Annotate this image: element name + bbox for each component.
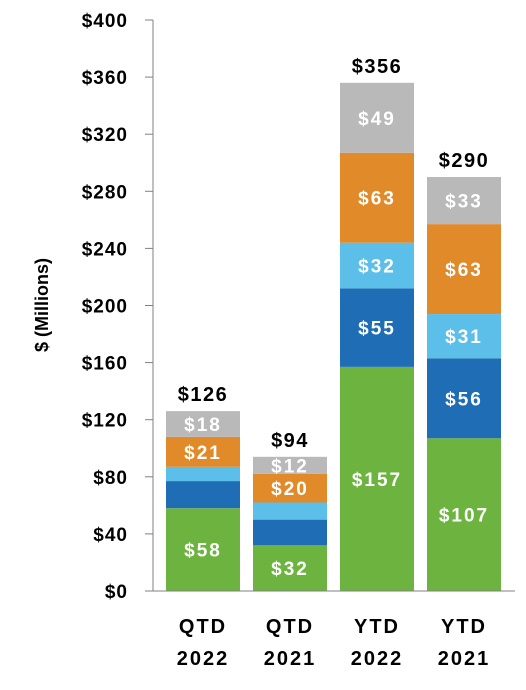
segment-value-label: $58 [184, 541, 222, 562]
x-axis: QTD 2022 QTD 2021 YTD 2022 YTD 2021 [153, 590, 515, 670]
segment-value-label: $33 [445, 192, 483, 213]
bar-segment [166, 411, 240, 437]
bar-segment [166, 481, 240, 509]
y-tick-label: $200 [82, 297, 128, 318]
y-tick-label: $40 [93, 525, 128, 546]
y-tick-label: $160 [82, 354, 128, 375]
segment-value-label: $32 [358, 257, 396, 278]
bar-segment [166, 508, 240, 591]
x-category-label-line1: YTD [354, 616, 400, 638]
bar-segment [427, 438, 501, 591]
segment-value-label: $63 [358, 189, 396, 210]
x-category-label-line1: YTD [441, 616, 487, 638]
segment-value-label: $20 [271, 479, 309, 500]
segment-value-label: $31 [445, 327, 483, 348]
segment-value-label: $56 [445, 389, 483, 410]
y-tick-label: $80 [93, 468, 128, 489]
bar-segment [340, 366, 414, 591]
bar-segment [253, 456, 327, 474]
y-tick-label: $0 [105, 582, 128, 603]
segment-value-label: $55 [358, 319, 396, 340]
bar-total-label: $290 [439, 150, 490, 172]
bar-segment [253, 519, 327, 546]
bar-segment [253, 545, 327, 591]
segment-value-label: $63 [445, 260, 483, 281]
bar-segment [340, 152, 414, 243]
segment-value-label: $21 [184, 443, 222, 464]
bar-total-label: $356 [352, 56, 403, 78]
y-tick-label: $280 [82, 182, 128, 203]
bar-segment [340, 242, 414, 289]
bar-segment [340, 82, 414, 153]
bar-segment [166, 466, 240, 482]
y-tick-label: $320 [82, 125, 128, 146]
segment-value-label: $107 [439, 506, 489, 527]
y-tick-label: $120 [82, 411, 128, 432]
x-category-label-line1: QTD [266, 616, 314, 638]
segment-value-label: $157 [352, 470, 402, 491]
y-tick-label: $240 [82, 239, 128, 260]
x-category-label-line2: 2021 [264, 648, 317, 670]
bar-segment [340, 288, 414, 367]
segment-value-label: $12 [271, 456, 309, 477]
segment-value-label: $18 [184, 415, 222, 436]
bar-total-label: $126 [178, 384, 229, 406]
bar-total-label: $94 [271, 430, 309, 452]
y-tick-label: $360 [82, 68, 128, 89]
bars-group: $58 $21 $18 $126 $32 $20$12 $94 $157 $55 $32 $63 $4… [166, 56, 501, 591]
segment-value-label: $49 [358, 109, 396, 130]
bar-segment [166, 436, 240, 467]
segment-value-label: $32 [271, 559, 309, 580]
bar-segment [427, 358, 501, 439]
x-category-label-line2: 2021 [438, 648, 491, 670]
y-tick-label: $400 [82, 11, 128, 32]
bar-segment [253, 502, 327, 520]
bar-segment [427, 224, 501, 315]
y-axis-title: $ (Millions) [32, 258, 52, 352]
bar-segment [253, 473, 327, 503]
x-category-label-line2: 2022 [351, 648, 404, 670]
bar-segment [427, 177, 501, 225]
bar-segment [427, 314, 501, 359]
x-category-label-line2: 2022 [177, 648, 230, 670]
x-category-label-line1: QTD [179, 616, 227, 638]
y-axis: $0 $40 $80 $120 $160 $200 $240 $280 $320 $360 $400 [82, 11, 154, 603]
